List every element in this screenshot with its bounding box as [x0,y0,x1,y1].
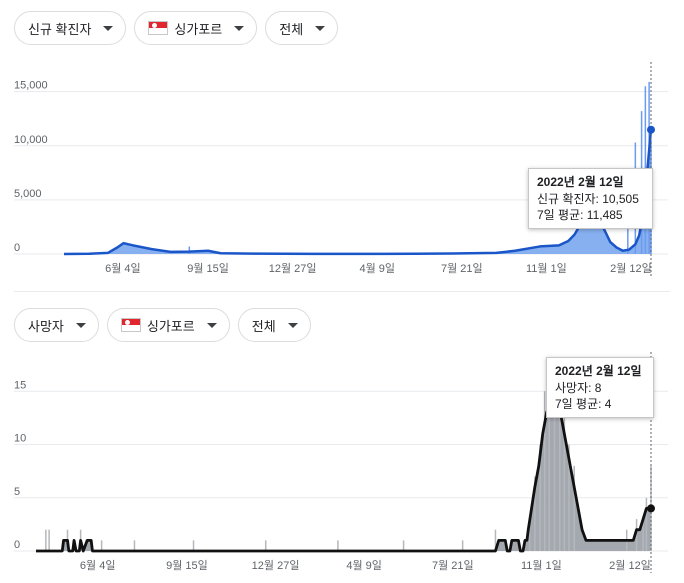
tooltip-cases: 신규 확진자: 10,505 [537,192,639,206]
y-tick-label: 10 [14,433,26,445]
tooltip-average: 7일 평균: 11,485 [537,208,623,222]
range-dropdown[interactable]: 전체 [265,11,339,45]
country-dropdown[interactable]: 싱가포르 [134,11,258,45]
y-tick-label: 0 [14,539,20,551]
y-tick-label: 5 [14,486,20,498]
y-tick-label: 15,000 [14,80,48,92]
tooltip-date: 2022년 2월 12일 [555,364,642,378]
deaths-controls: 사망자 싱가포르 전체 [14,308,311,342]
x-tick-label: 7월 21일 [441,261,483,275]
country-label: 싱가포르 [146,318,195,334]
metric-label: 사망자 [28,318,64,334]
y-tick-label: 0 [14,242,20,254]
series-area [64,129,651,254]
x-tick-label: 2월 12일 [609,558,651,572]
x-tick-label: 6월 4일 [105,261,141,275]
x-tick-label: 12월 27일 [252,558,300,572]
chevron-down-icon [206,322,217,328]
highlight-point [647,125,655,134]
chevron-down-icon [75,322,86,328]
metric-dropdown[interactable]: 신규 확진자 [14,11,127,45]
country-dropdown[interactable]: 싱가포르 [106,308,230,342]
x-tick-label: 11월 1일 [526,261,567,275]
cases-controls: 신규 확진자 싱가포르 전체 [14,11,339,45]
chevron-down-icon [234,25,245,31]
chevron-down-icon [287,322,298,328]
tooltip-average: 7일 평균: 4 [555,397,612,411]
x-tick-label: 9월 15일 [166,558,208,572]
deaths-chart[interactable]: 0 5 10 15 6월 4일 9월 15일 12월 27일 4월 9일 7월 21일 11월 1… [0,350,684,583]
x-tick-label: 2월 12일 [610,261,652,275]
x-tick-label: 12월 27일 [269,261,317,275]
y-tick-label: 5,000 [14,188,42,200]
singapore-flag-icon [120,318,141,332]
y-tick-label: 15 [14,379,26,391]
x-tick-label: 4월 9일 [346,558,382,572]
series-line [36,389,651,553]
section-divider [14,291,670,292]
chevron-down-icon [103,25,114,31]
x-tick-label: 4월 9일 [359,261,395,275]
range-label: 전체 [251,318,276,334]
metric-label: 신규 확진자 [28,21,92,37]
x-tick-label: 6월 4일 [80,558,116,572]
singapore-flag-icon [148,21,169,35]
deaths-tooltip: 2022년 2월 12일 사망자: 8 7일 평균: 4 [546,357,654,418]
range-label: 전체 [279,21,304,37]
x-tick-label: 11월 1일 [521,558,562,572]
series-line [63,129,653,256]
chevron-down-icon [315,25,326,31]
cases-tooltip: 2022년 2월 12일 신규 확진자: 10,505 7일 평균: 11,48… [528,168,653,229]
tooltip-date: 2022년 2월 12일 [537,175,624,189]
x-tick-label: 9월 15일 [187,261,229,275]
range-dropdown[interactable]: 전체 [237,308,311,342]
country-label: 싱가포르 [174,21,223,37]
x-tick-label: 7월 21일 [432,558,474,572]
tooltip-deaths: 사망자: 8 [555,381,602,395]
metric-dropdown[interactable]: 사망자 [14,308,99,342]
y-tick-label: 10,000 [14,134,48,146]
highlight-point [647,504,655,513]
